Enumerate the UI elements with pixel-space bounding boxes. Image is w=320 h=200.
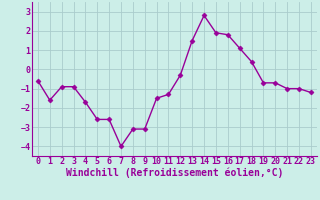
X-axis label: Windchill (Refroidissement éolien,°C): Windchill (Refroidissement éolien,°C) (66, 168, 283, 178)
